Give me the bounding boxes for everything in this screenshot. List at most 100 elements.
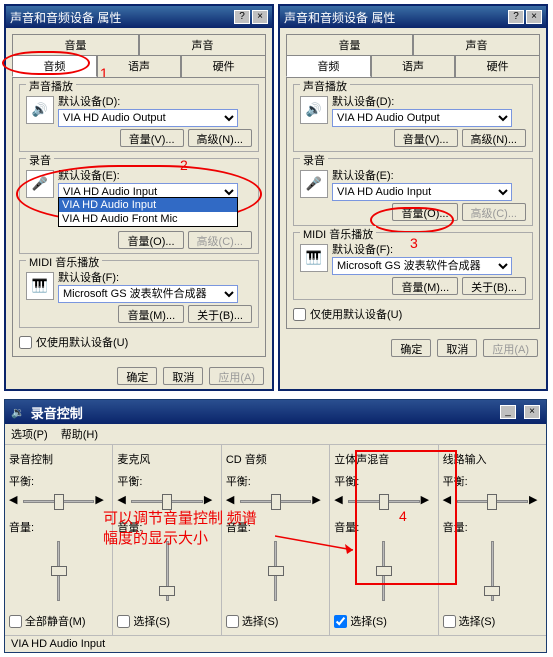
select-checkbox[interactable]: 选择(S) [226, 613, 325, 629]
default-device-label: 默认设备(F): [58, 269, 252, 285]
panel: 声音播放 🔊 默认设备(D): VIA HD Audio Output 音量(V… [12, 77, 266, 357]
tabs-row-2: 音频 语声 硬件 1 [12, 55, 266, 77]
midi-device-select[interactable]: Microsoft GS 波表软件合成器 [58, 285, 238, 303]
tabs-row-1: 音量 声音 [12, 34, 266, 55]
tab-sound[interactable]: 声音 [413, 34, 540, 55]
volume-slider[interactable] [334, 537, 433, 607]
close-button[interactable]: × [524, 405, 540, 419]
volume-button[interactable]: 音量(M)... [118, 305, 184, 323]
ok-button[interactable]: 确定 [391, 339, 431, 357]
use-default-only-checkbox[interactable]: 仅使用默认设备(U) [293, 306, 533, 322]
channel-1: 麦克风平衡:◀▶音量: 选择(S) [113, 445, 221, 635]
channel-title: 麦克风 [117, 451, 216, 467]
balance-slider[interactable]: ◀▶ [443, 491, 542, 513]
ok-button[interactable]: 确定 [117, 367, 157, 385]
tab-volume[interactable]: 音量 [286, 34, 413, 55]
playback-device-select[interactable]: VIA HD Audio Output [58, 109, 238, 127]
balance-label: 平衡: [9, 473, 108, 489]
tab-hardware[interactable]: 硬件 [181, 55, 266, 77]
tab-audio[interactable]: 音频 [286, 55, 371, 77]
apply-button: 应用(A) [483, 339, 538, 357]
speaker-right-icon: ▶ [421, 493, 434, 506]
select-checkbox[interactable]: 全部静音(M) [9, 613, 108, 629]
close-button[interactable]: × [252, 10, 268, 24]
speaker-left-icon: ◀ [226, 493, 239, 506]
audio-properties-dialog-left: 声音和音频设备 属性 ? × 音量 声音 音频 语声 硬件 1 声音播放 🔊 默… [4, 4, 274, 391]
speaker-left-icon: ◀ [334, 493, 347, 506]
dropdown-option[interactable]: VIA HD Audio Front Mic [59, 212, 237, 226]
group-playback: 声音播放 🔊 默认设备(D): VIA HD Audio Output 音量(V… [19, 84, 259, 152]
select-checkbox[interactable]: 选择(S) [443, 613, 542, 629]
volume-label: 音量: [443, 519, 542, 535]
balance-slider[interactable]: ◀▶ [9, 491, 108, 513]
speaker-left-icon: ◀ [117, 493, 130, 506]
tab-sound[interactable]: 声音 [139, 34, 266, 55]
volume-slider[interactable] [9, 537, 108, 607]
balance-label: 平衡: [443, 473, 542, 489]
playback-device-select[interactable]: VIA HD Audio Output [332, 109, 512, 127]
volume-button[interactable]: 音量(O)... [392, 203, 457, 221]
about-button[interactable]: 关于(B)... [462, 277, 526, 295]
channel-title: 录音控制 [9, 451, 108, 467]
balance-slider[interactable]: ◀▶ [117, 491, 216, 513]
channel-title: 立体声混音 [334, 451, 433, 467]
volume-button[interactable]: 音量(V)... [120, 129, 184, 147]
close-button[interactable]: × [526, 10, 542, 24]
advanced-button[interactable]: 高级(N)... [188, 129, 252, 147]
default-device-label: 默认设备(E): [58, 167, 252, 183]
help-button[interactable]: ? [508, 10, 524, 24]
advanced-button: 高级(C)... [462, 203, 526, 221]
speaker-right-icon: ▶ [204, 493, 217, 506]
speaker-right-icon: ▶ [312, 493, 325, 506]
advanced-button[interactable]: 高级(N)... [462, 129, 526, 147]
record-device-dropdown[interactable]: VIA HD Audio Input VIA HD Audio Front Mi… [58, 197, 238, 227]
use-default-only-checkbox[interactable]: 仅使用默认设备(U) [19, 334, 259, 350]
tabs-row-1: 音量 声音 [286, 34, 540, 55]
cancel-button[interactable]: 取消 [437, 339, 477, 357]
help-button[interactable]: ? [234, 10, 250, 24]
tab-volume[interactable]: 音量 [12, 34, 139, 55]
channel-0: 录音控制平衡:◀▶音量: 全部静音(M) [5, 445, 113, 635]
tab-voice[interactable]: 语声 [371, 55, 456, 77]
volume-slider[interactable] [226, 537, 325, 607]
volume-slider[interactable] [117, 537, 216, 607]
volume-slider[interactable] [443, 537, 542, 607]
dropdown-option[interactable]: VIA HD Audio Input [59, 198, 237, 212]
select-checkbox[interactable]: 选择(S) [117, 613, 216, 629]
audio-properties-dialog-right: 声音和音频设备 属性 ? × 音量 声音 音频 语声 硬件 声音播放 🔊 默认设… [278, 4, 548, 391]
midi-device-select[interactable]: Microsoft GS 波表软件合成器 [332, 257, 512, 275]
minimize-button[interactable]: _ [500, 405, 516, 419]
channel-title: 线路输入 [443, 451, 542, 467]
window-title: 声音和音频设备 属性 [10, 9, 232, 26]
volume-button[interactable]: 音量(M)... [392, 277, 458, 295]
balance-label: 平衡: [334, 473, 433, 489]
channel-2: CD 音频平衡:◀▶音量: 选择(S) [222, 445, 330, 635]
balance-label: 平衡: [226, 473, 325, 489]
speaker-left-icon: ◀ [443, 493, 456, 506]
window-title: 录音控制 [31, 403, 492, 422]
record-device-select[interactable]: VIA HD Audio Input [332, 183, 512, 201]
channel-3: 立体声混音平衡:◀▶音量: 选择(S) [330, 445, 438, 635]
balance-slider[interactable]: ◀▶ [226, 491, 325, 513]
titlebar: 🔉 录音控制 _ × [5, 400, 546, 424]
speaker-icon: 🔊 [300, 96, 328, 124]
select-checkbox[interactable]: 选择(S) [334, 613, 433, 629]
channels: 录音控制平衡:◀▶音量: 全部静音(M)麦克风平衡:◀▶音量: 选择(S)CD … [5, 445, 546, 635]
titlebar: 声音和音频设备 属性 ? × [6, 6, 272, 28]
menu-options[interactable]: 选项(P) [11, 429, 48, 441]
tab-voice[interactable]: 语声 [97, 55, 182, 77]
recording-control-window: 🔉 录音控制 _ × 选项(P) 帮助(H) 录音控制平衡:◀▶音量: 全部静音… [4, 399, 547, 653]
group-midi: MIDI 音乐播放 🎹 默认设备(F): Microsoft GS 波表软件合成… [293, 232, 533, 300]
speaker-left-icon: ◀ [9, 493, 22, 506]
volume-button[interactable]: 音量(O)... [118, 231, 183, 249]
volume-label: 音量: [117, 519, 216, 535]
tab-hardware[interactable]: 硬件 [455, 55, 540, 77]
channel-4: 线路输入平衡: ◀▶ 音量: 选择(S) [439, 445, 546, 635]
tab-audio[interactable]: 音频 [12, 55, 97, 77]
panel: 声音播放 🔊 默认设备(D): VIA HD Audio Output 音量(V… [286, 77, 540, 329]
volume-button[interactable]: 音量(V)... [394, 129, 458, 147]
about-button[interactable]: 关于(B)... [188, 305, 252, 323]
balance-slider[interactable]: ◀▶ [334, 491, 433, 513]
cancel-button[interactable]: 取消 [163, 367, 203, 385]
menu-help[interactable]: 帮助(H) [61, 429, 98, 441]
